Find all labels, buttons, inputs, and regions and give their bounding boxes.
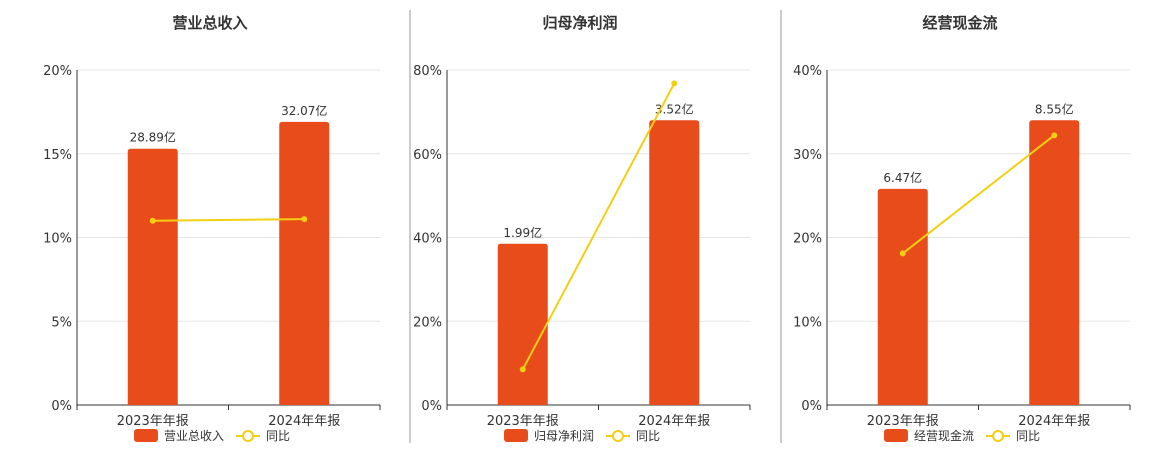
chart-panel-1: 营业总收入 0% 5% 10% 15% 20% 28.89亿 32.07亿 2023年年报 202… <box>43 14 381 443</box>
bar-data-label: 32.07亿 <box>281 103 327 118</box>
bar <box>1029 120 1080 405</box>
bar <box>497 243 548 405</box>
bar <box>279 121 330 406</box>
y-tick-label: 60% <box>413 148 442 163</box>
yoy-line <box>902 134 1055 255</box>
y-tick-label: 40% <box>793 64 822 79</box>
bar <box>127 148 178 405</box>
legend-swatch-bar <box>504 429 528 442</box>
legend-label-bar: 营业总收入 <box>164 429 224 443</box>
legend-label-line: 同比 <box>266 429 290 443</box>
yoy-point <box>1051 132 1058 139</box>
y-tick-label: 0% <box>801 399 822 414</box>
y-tick-label: 20% <box>793 232 822 247</box>
yoy-point <box>671 80 678 87</box>
yoy-point <box>301 216 308 223</box>
y-tick-label: 5% <box>51 315 72 330</box>
bar-data-label: 28.89亿 <box>130 130 176 145</box>
legend-swatch-line-marker <box>242 430 254 442</box>
y-tick-label: 10% <box>793 315 822 330</box>
chart-panel-2: 归母净利润 0% 20% 40% 60% 80% 1.99亿 3.52亿 2023年年报 2024… <box>413 14 751 443</box>
x-category-label: 2024年年报 <box>268 414 340 429</box>
x-category-label: 2024年年报 <box>1018 414 1090 429</box>
yoy-line <box>521 82 676 370</box>
x-category-label: 2023年年报 <box>867 414 939 429</box>
x-category-label: 2023年年报 <box>117 414 189 429</box>
chart-title: 归母净利润 <box>542 14 617 32</box>
bar-data-label: 8.55亿 <box>1035 101 1074 116</box>
y-tick-label: 10% <box>43 232 72 247</box>
legend-swatch-bar <box>884 429 908 442</box>
legend-swatch-line-marker <box>612 430 624 442</box>
legend-label-bar: 归母净利润 <box>534 429 594 443</box>
legend-label-line: 同比 <box>636 429 660 443</box>
chart-panel-3: 经营现金流 0% 10% 20% 30% 40% 6.47亿 8.55亿 2023年年报 2024… <box>793 14 1131 443</box>
y-tick-label: 20% <box>413 315 442 330</box>
bar-data-label: 6.47亿 <box>883 170 922 185</box>
legend-swatch-bar <box>134 429 158 442</box>
y-tick-label: 40% <box>413 232 442 247</box>
x-category-label: 2023年年报 <box>487 414 559 429</box>
y-tick-label: 80% <box>413 64 442 79</box>
legend-label-bar: 经营现金流 <box>914 428 974 443</box>
x-category-label: 2024年年报 <box>638 414 710 429</box>
chart-title: 经营现金流 <box>922 14 997 32</box>
bar <box>877 188 928 405</box>
chart-title: 营业总收入 <box>172 14 247 32</box>
legend-swatch-line-marker <box>992 430 1004 442</box>
y-tick-label: 0% <box>421 399 442 414</box>
legend-label-line: 同比 <box>1016 429 1040 443</box>
y-tick-label: 20% <box>43 64 72 79</box>
y-tick-label: 0% <box>51 399 72 414</box>
yoy-point <box>519 366 526 373</box>
bar <box>649 120 700 405</box>
bar-data-label: 3.52亿 <box>655 101 694 116</box>
yoy-point <box>149 217 156 224</box>
yoy-point <box>899 250 906 257</box>
y-tick-label: 30% <box>793 148 822 163</box>
yoy-line <box>152 218 305 222</box>
y-tick-label: 15% <box>43 148 72 163</box>
bar-data-label: 1.99亿 <box>503 225 542 240</box>
